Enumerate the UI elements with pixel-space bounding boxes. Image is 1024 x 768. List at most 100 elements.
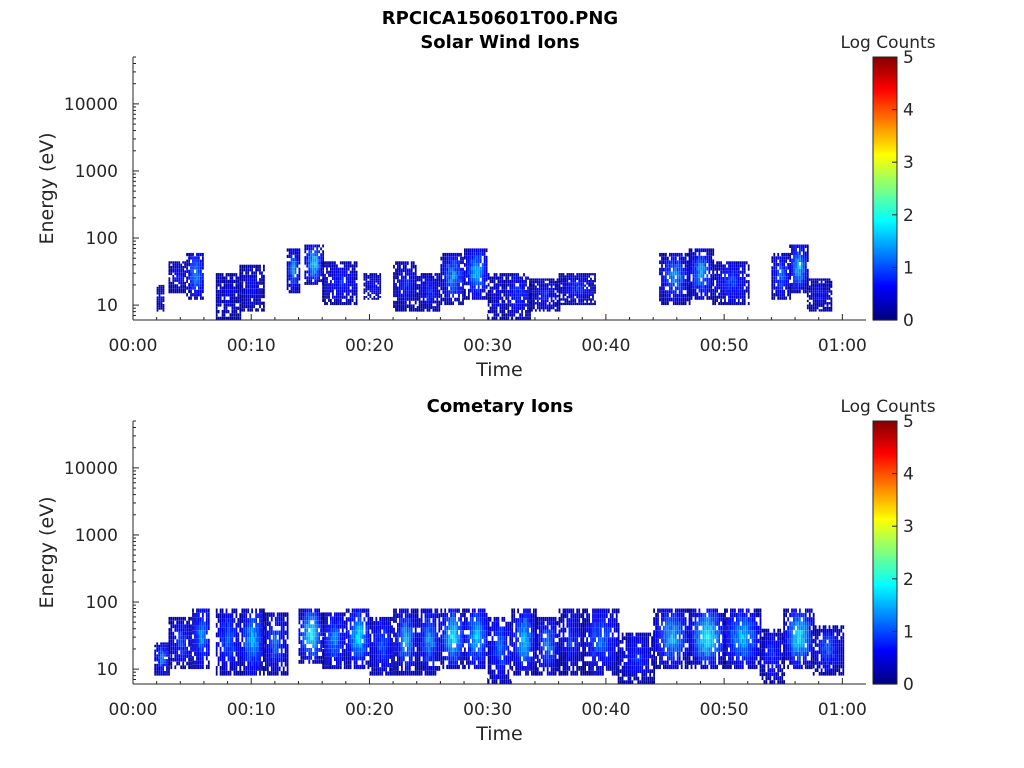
data-cell [471, 277, 474, 282]
data-cell [160, 642, 162, 645]
data-cell [365, 296, 368, 298]
data-cell [337, 665, 340, 670]
data-cell [816, 292, 819, 296]
data-cell [779, 259, 782, 263]
colorbar-step [873, 160, 897, 163]
colorbar-step [873, 175, 897, 179]
data-cell [249, 670, 252, 676]
data-cell [456, 256, 458, 261]
data-cell [349, 298, 352, 302]
data-cell [830, 292, 833, 296]
data-cell [588, 289, 590, 292]
data-cell [454, 264, 456, 268]
data-cell [578, 286, 581, 290]
data-cell [168, 668, 170, 671]
data-cell [355, 261, 358, 265]
data-cell [566, 282, 569, 285]
data-cell [696, 263, 699, 267]
data-cell [306, 636, 309, 641]
data-cell [235, 666, 238, 671]
data-cell [732, 273, 734, 277]
data-cell [781, 289, 784, 294]
data-cell [241, 608, 244, 614]
data-cell [383, 658, 385, 663]
data-cell [170, 628, 173, 632]
data-cell [326, 665, 328, 670]
data-cell [229, 283, 232, 287]
data-cell [180, 624, 183, 629]
data-cell [377, 282, 380, 285]
data-cell [420, 303, 423, 307]
data-cell [320, 644, 322, 648]
data-cell [219, 286, 222, 290]
data-cell [219, 279, 222, 284]
data-cell [259, 627, 261, 633]
data-cell [779, 279, 782, 283]
data-cell [371, 650, 374, 655]
data-cell [381, 646, 384, 651]
data-cell [188, 616, 190, 621]
data-cell [239, 316, 242, 320]
data-cell [517, 303, 519, 307]
data-cell [566, 296, 569, 299]
data-cell [186, 266, 188, 270]
data-cell [592, 284, 594, 287]
data-cell [341, 652, 344, 657]
data-cell [261, 613, 263, 619]
data-cell [371, 616, 374, 622]
data-cell [481, 281, 484, 286]
data-cell [789, 296, 791, 300]
data-cell [316, 256, 319, 259]
data-cell [795, 272, 797, 276]
data-cell [318, 655, 320, 660]
data-cell [274, 644, 277, 649]
data-cell [239, 622, 242, 628]
data-cell [466, 252, 468, 256]
data-cell [783, 289, 785, 294]
data-cell [351, 612, 354, 618]
data-cell [686, 286, 689, 291]
data-cell [663, 252, 665, 257]
data-cell [830, 297, 833, 300]
data-cell [326, 289, 328, 293]
colorbar-step [873, 278, 897, 282]
data-cell [810, 280, 813, 284]
data-cell [420, 273, 423, 276]
data-cell [245, 642, 248, 647]
colorbar-step [873, 179, 897, 183]
data-cell [501, 316, 504, 320]
data-cell [371, 654, 374, 659]
data-cell [202, 279, 204, 283]
data-cell [736, 292, 738, 296]
data-cell [779, 283, 782, 287]
data-cell [286, 616, 289, 622]
data-cell [521, 313, 523, 317]
data-cell [389, 616, 391, 622]
data-cell [781, 276, 784, 280]
data-cell [708, 259, 711, 264]
data-cell [676, 293, 679, 298]
data-cell [158, 296, 161, 299]
data-cell [257, 298, 259, 302]
data-cell [154, 656, 157, 660]
data-cell [737, 289, 740, 293]
data-cell [341, 283, 344, 287]
data-cell [420, 292, 423, 296]
data-cell [730, 273, 732, 277]
data-cell [499, 316, 502, 320]
data-cell [412, 272, 415, 276]
data-cell [162, 642, 164, 645]
data-cell [440, 275, 443, 279]
data-cell [223, 637, 226, 643]
data-cell [247, 304, 250, 309]
data-cell [552, 287, 555, 291]
data-cell [326, 292, 328, 296]
data-cell [357, 625, 360, 631]
data-cell [198, 263, 200, 267]
data-cell [300, 652, 303, 656]
data-cell [812, 299, 815, 303]
data-cell [499, 293, 502, 297]
data-cell [795, 286, 797, 290]
data-cell [580, 275, 583, 278]
data-cell [464, 292, 466, 297]
